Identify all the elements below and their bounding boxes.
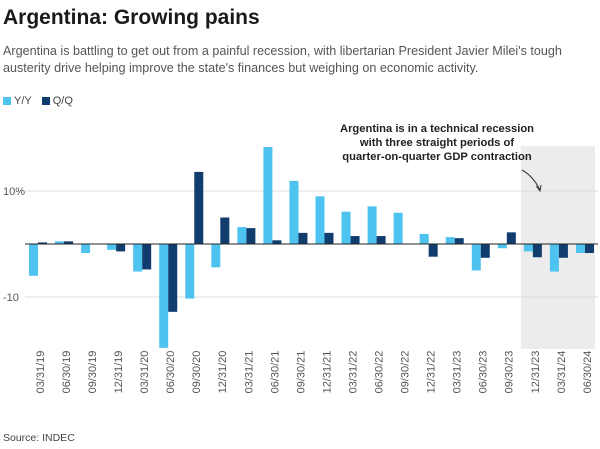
- bar-qq: [584, 244, 594, 254]
- source-note: Source: INDEC: [3, 432, 75, 444]
- bar-yy: [159, 244, 169, 348]
- bar-yy: [55, 241, 65, 244]
- bar-qq: [272, 240, 282, 244]
- bar-qq: [532, 244, 542, 258]
- x-tick-label: 03/31/19: [35, 351, 47, 394]
- bar-yy: [367, 206, 377, 244]
- bar-yy: [211, 244, 221, 268]
- y-tick-label: -10: [3, 292, 19, 304]
- x-tick-label: 06/30/22: [374, 351, 386, 394]
- x-tick-label: 03/31/23: [452, 351, 464, 394]
- x-tick-label: 09/30/20: [191, 351, 203, 394]
- bar-qq: [64, 241, 74, 244]
- x-tick-label: 12/31/23: [530, 351, 542, 394]
- bar-qq: [168, 244, 178, 312]
- bar-yy: [107, 244, 117, 250]
- chart-title: Argentina: Growing pains: [3, 6, 260, 29]
- annotation-text: with three straight periods of: [359, 137, 514, 149]
- bar-yy: [263, 147, 273, 244]
- legend: Y/Y Q/Q: [3, 95, 73, 107]
- bar-qq: [116, 244, 126, 252]
- x-tick-label: 09/30/22: [400, 351, 412, 394]
- bar-yy: [445, 237, 455, 244]
- bar-yy: [29, 244, 38, 276]
- x-tick-label: 09/30/19: [87, 351, 99, 394]
- bar-yy: [289, 180, 299, 244]
- x-tick-label: 09/30/23: [504, 351, 516, 394]
- bar-qq: [194, 171, 204, 244]
- x-tick-label: 12/31/20: [217, 351, 229, 394]
- x-tick-label: 12/31/22: [426, 351, 438, 394]
- chart-subtitle: Argentina is battling to get out from a …: [3, 44, 562, 75]
- bar-qq: [428, 244, 438, 257]
- bar-yy: [81, 244, 91, 254]
- bar-qq: [376, 236, 386, 244]
- bar-yy: [523, 244, 533, 252]
- annotation-arrow-head: [535, 184, 542, 193]
- bar-qq: [220, 217, 230, 244]
- bar-yy: [497, 244, 507, 249]
- annotation-text: quarter-on-quarter GDP contraction: [342, 151, 532, 163]
- x-tick-label: 06/30/20: [165, 351, 177, 394]
- bar-qq: [298, 232, 308, 244]
- bar-qq: [454, 238, 464, 244]
- bar-qq: [506, 232, 516, 244]
- bar-yy: [575, 244, 585, 254]
- bar-qq: [142, 244, 152, 270]
- bar-qq: [38, 242, 47, 244]
- bar-qq: [246, 228, 256, 244]
- annotation-arrow-line: [521, 169, 541, 191]
- legend-swatch-qq: [41, 97, 50, 105]
- x-tick-label: 12/31/19: [113, 351, 125, 394]
- x-tick-label: 03/31/21: [243, 351, 255, 394]
- x-tick-label: 06/30/21: [269, 351, 281, 394]
- bar-yy: [185, 244, 195, 299]
- x-tick-label: 09/30/21: [295, 351, 307, 394]
- bar-yy: [237, 227, 247, 244]
- bar-yy: [419, 233, 429, 244]
- legend-item-yy: Y/Y: [3, 95, 32, 107]
- x-tick-label: 06/30/23: [478, 351, 490, 394]
- legend-label-qq: Q/Q: [52, 95, 73, 107]
- bar-yy: [549, 244, 559, 272]
- bar-qq: [480, 244, 490, 258]
- x-tick-label: 03/31/20: [139, 351, 151, 394]
- legend-swatch-yy: [3, 97, 11, 105]
- x-tick-label: 06/30/24: [582, 351, 594, 394]
- x-tick-label: 03/31/22: [347, 351, 359, 394]
- bar-yy: [393, 212, 403, 244]
- x-tick-label: 03/31/24: [556, 351, 568, 394]
- bar-yy: [471, 244, 481, 271]
- x-tick-label: 06/30/19: [61, 351, 73, 394]
- bar-yy: [315, 196, 325, 244]
- legend-label-yy: Y/Y: [14, 95, 32, 107]
- annotation-text: Argentina is in a technical recession: [340, 123, 534, 135]
- bar-qq: [350, 236, 360, 244]
- legend-item-qq: Q/Q: [41, 95, 73, 107]
- bar-yy: [133, 244, 143, 272]
- bar-qq: [558, 244, 568, 258]
- x-tick-label: 12/31/21: [321, 351, 333, 394]
- bar-qq: [324, 232, 334, 244]
- bar-yy: [341, 211, 351, 244]
- y-tick-label: 10%: [3, 186, 25, 198]
